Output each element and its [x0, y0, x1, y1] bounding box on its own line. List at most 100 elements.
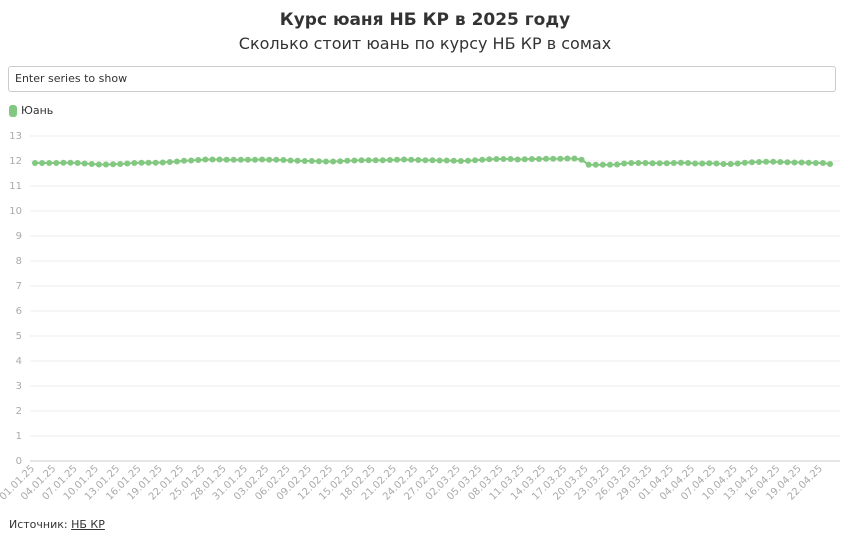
data-point [507, 156, 514, 162]
y-tick-label: 0 [16, 456, 22, 467]
data-point [663, 160, 670, 167]
y-tick-label: 3 [16, 381, 22, 392]
data-point [748, 159, 755, 166]
data-point [763, 158, 770, 165]
data-point [791, 159, 798, 166]
data-point [521, 156, 528, 163]
data-point [635, 160, 642, 166]
data-point [486, 156, 493, 163]
data-point [585, 161, 592, 168]
data-point [216, 156, 223, 163]
data-point [734, 160, 741, 167]
data-point [472, 157, 479, 164]
data-point [422, 157, 429, 164]
data-point [649, 160, 656, 167]
data-point [805, 159, 812, 166]
data-point [166, 159, 173, 165]
data-point [720, 161, 727, 167]
data-point [770, 158, 777, 165]
data-point [777, 159, 784, 165]
data-point [138, 159, 145, 166]
data-point [273, 156, 280, 163]
data-point [578, 156, 585, 163]
data-point [713, 160, 720, 167]
data-point [81, 160, 88, 167]
data-point [493, 156, 500, 162]
data-point [614, 161, 621, 168]
data-point [557, 155, 564, 162]
data-point [457, 158, 464, 164]
data-point [628, 160, 635, 166]
data-point [230, 156, 237, 163]
data-point [337, 158, 344, 165]
data-point [592, 161, 599, 168]
series-search[interactable]: Enter series to show [8, 66, 836, 92]
data-point [88, 161, 95, 167]
data-point [386, 157, 393, 163]
data-point [117, 161, 124, 167]
data-point [692, 160, 699, 167]
chart-subtitle: Сколько стоит юань по курсу НБ КР в сома… [238, 34, 612, 53]
data-point [110, 161, 117, 168]
data-point [479, 156, 486, 163]
y-tick-label: 4 [16, 356, 22, 367]
data-point [656, 160, 663, 167]
y-tick-label: 6 [16, 306, 22, 317]
data-point [606, 161, 613, 168]
data-point [46, 160, 53, 166]
data-point [756, 159, 763, 165]
data-point [237, 156, 244, 163]
data-point [351, 157, 358, 164]
data-point [294, 157, 301, 164]
data-point [145, 159, 152, 166]
data-point [528, 156, 535, 162]
data-point [819, 160, 826, 166]
y-tick-label: 12 [9, 156, 22, 167]
data-point [209, 156, 216, 163]
y-tick-label: 2 [16, 406, 22, 417]
data-point [152, 159, 159, 166]
y-tick-label: 11 [9, 181, 22, 192]
y-tick-label: 9 [16, 231, 22, 242]
y-tick-label: 10 [9, 206, 22, 217]
data-point [195, 157, 202, 163]
data-point [74, 160, 81, 166]
data-point [330, 158, 337, 165]
data-point [394, 156, 401, 163]
data-point [464, 157, 471, 164]
y-tick-label: 13 [9, 131, 22, 142]
data-point [599, 161, 606, 168]
data-point [443, 157, 450, 164]
data-point [315, 158, 322, 165]
data-point [408, 156, 415, 163]
data-point [741, 159, 748, 166]
data-point [798, 159, 805, 166]
data-point [699, 160, 706, 167]
data-point [223, 156, 230, 163]
data-point [358, 157, 365, 164]
data-point [252, 156, 259, 163]
data-point [131, 160, 138, 166]
data-point [550, 155, 557, 162]
source: Источник: НБ КР [9, 518, 105, 531]
data-point [812, 160, 819, 166]
y-tick-label: 8 [16, 256, 22, 267]
data-point [323, 158, 330, 165]
data-point [244, 156, 251, 163]
data-point [642, 160, 649, 166]
data-point [124, 160, 131, 167]
data-point [535, 156, 542, 162]
data-point [102, 161, 109, 168]
data-point [379, 157, 386, 164]
legend[interactable]: Юань [9, 104, 53, 117]
data-point [564, 155, 571, 162]
data-point [32, 160, 38, 166]
y-tick-label: 7 [16, 281, 22, 292]
data-point [181, 157, 188, 164]
legend-label: Юань [21, 104, 54, 117]
data-point [450, 157, 457, 164]
data-point [287, 157, 294, 164]
data-point [173, 158, 180, 165]
source-link[interactable]: НБ КР [71, 518, 105, 531]
